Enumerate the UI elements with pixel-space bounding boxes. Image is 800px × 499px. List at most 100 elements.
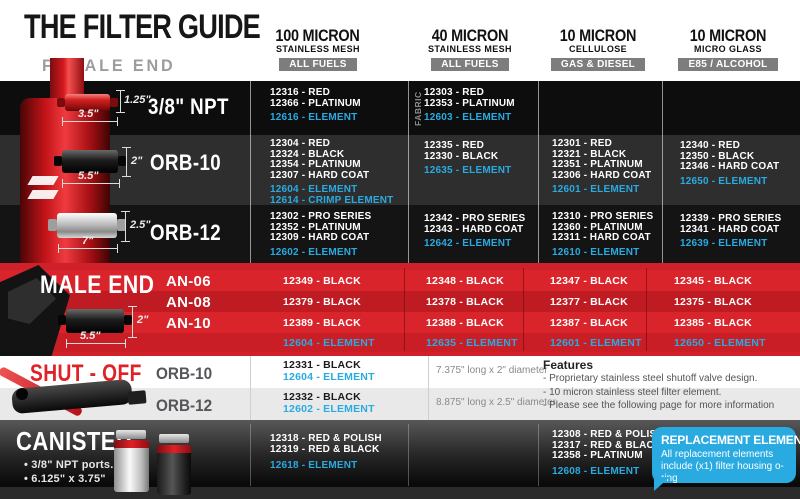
part-numbers: 12308 - RED & POLISH 12317 - RED & BLACK… [552,429,664,461]
element-numbers: 12608 - ELEMENT [552,465,640,477]
column-header-10-micron-microglass: 10 MICRON MICRO GLASS E85 / ALCOHOL [660,26,796,72]
part-number: 12375 - BLACK [674,296,752,308]
cell-orb12-40micron: 12342 - PRO SERIES 12343 - HARD COAT 126… [424,213,534,250]
element-numbers: 12604 - ELEMENT 12614 - CRIMP ELEMENT [270,184,394,206]
dim-height-label: 1.25" [124,94,151,106]
part-number: 12378 - BLACK [426,296,504,308]
part-number: 12385 - BLACK [674,317,752,329]
element-numbers: 12618 - ELEMENT [270,460,358,471]
fuel-badge: ALL FUELS [279,58,357,71]
part-numbers: 12304 - RED 12324 - BLACK 12354 - PLATIN… [270,138,370,181]
element-numbers: 12635 - ELEMENT [424,165,512,176]
part-number: 12388 - BLACK [426,317,504,329]
column-header-10-micron-cellulose: 10 MICRON CELLULOSE GAS & DIESEL [533,26,663,72]
column-divider [662,81,663,263]
fabric-note: FABRIC [413,91,423,126]
element-numbers: 12650 - ELEMENT [680,175,768,187]
column-title: 10 MICRON [559,26,637,45]
column-divider [428,356,429,420]
row-label-an06: AN-06 [166,273,211,290]
part-number: 12332 - BLACK [283,391,361,403]
column-header-40-micron: 40 MICRON STAINLESS MESH ALL FUELS [405,26,535,72]
row-orb10 [0,135,800,205]
fuel-badge: GAS & DIESEL [550,58,646,71]
column-divider [538,424,539,486]
column-title: 40 MICRON [431,26,509,45]
row-label-an10: AN-10 [166,315,211,332]
callout-body: All replacement elements include (x1) fi… [661,449,784,484]
row-label-orb12: ORB-12 [150,220,222,245]
part-number: 12377 - BLACK [550,296,628,308]
row-npt [0,81,800,135]
shutoff-row-label-orb12: ORB-12 [156,396,213,415]
element-number: 12604 - ELEMENT [283,337,375,349]
part-number: 12389 - BLACK [283,317,361,329]
cell-orb10-40micron: 12335 - RED 12330 - BLACK 12635 - ELEMEN… [424,140,534,177]
column-divider [538,81,539,263]
cell-npt-40micron: 12303 - RED 12353 - PLATINUM 12603 - ELE… [424,87,534,124]
part-numbers: 12340 - RED 12350 - BLACK 12346 - HARD C… [680,140,780,172]
cell-orb12-cellulose: 12310 - PRO SERIES 12360 - PLATINUM 1231… [552,211,672,258]
column-title: 10 MICRON [689,26,767,45]
cell-orb10-100micron: 12304 - RED 12324 - BLACK 12354 - PLATIN… [270,138,405,206]
column-divider [646,268,647,351]
element-numbers: 12610 - ELEMENT [552,246,640,258]
part-number: 12379 - BLACK [283,296,361,308]
male-end-band [0,263,800,356]
element-number: 12601 - ELEMENT [550,337,642,349]
column-title: 100 MICRON [275,26,361,45]
canister-label: CANISTER [16,426,133,456]
cell-canister-100micron: 12318 - RED & POLISH 12319 - RED & BLACK… [270,433,410,472]
part-numbers: 12339 - PRO SERIES 12341 - HARD COAT [680,213,782,235]
column-divider [250,424,251,486]
element-numbers: 12602 - ELEMENT [270,246,358,258]
features-title: Features [543,358,594,372]
element-numbers: 12603 - ELEMENT [424,112,512,123]
part-numbers: 12318 - RED & POLISH 12319 - RED & BLACK [270,433,382,455]
dim-length-label: 7" [82,235,94,247]
element-numbers: 12601 - ELEMENT [552,184,640,195]
element-number: 12650 - ELEMENT [674,337,766,349]
dim-height-label: 2.5" [130,219,151,231]
bottom-bar [0,487,800,499]
element-number: 12604 - ELEMENT [283,371,375,383]
column-subtitle: MICRO GLASS [694,44,762,54]
part-numbers: 12302 - PRO SERIES 12352 - PLATINUM 1230… [270,211,372,243]
column-divider [250,81,251,263]
column-divider [408,424,409,486]
size-note-orb12: 8.875" long x 2.5" diameter [436,397,556,408]
column-divider [250,356,251,420]
element-numbers: 12639 - ELEMENT [680,238,768,249]
part-numbers: 12316 - RED 12366 - PLATINUM [270,87,361,109]
shutoff-label: SHUT - OFF [30,360,142,387]
dim-length-label: 5.5" [80,330,101,342]
column-divider [408,81,409,263]
column-header-100-micron: 100 MICRON STAINLESS MESH ALL FUELS [253,26,383,72]
row-label-orb10: ORB-10 [150,150,222,175]
part-numbers: 12310 - PRO SERIES 12360 - PLATINUM 1231… [552,211,654,243]
element-number: 12602 - ELEMENT [283,403,375,415]
part-numbers: 12301 - RED 12321 - BLACK 12351 - PLATIN… [552,138,652,181]
element-number: 12635 - ELEMENT [426,337,518,349]
cell-orb10-microglass: 12340 - RED 12350 - BLACK 12346 - HARD C… [680,140,795,187]
page-title: THE FILTER GUIDE [24,8,261,46]
fuel-badge: ALL FUELS [431,58,509,71]
part-number: 12349 - BLACK [283,275,361,287]
cell-orb10-cellulose: 12301 - RED 12321 - BLACK 12351 - PLATIN… [552,138,672,196]
male-end-label: MALE END [40,271,155,299]
fuel-badge: E85 / ALCOHOL [678,58,778,71]
cell-orb12-microglass: 12339 - PRO SERIES 12341 - HARD COAT 126… [680,213,795,250]
element-numbers: 12616 - ELEMENT [270,112,358,123]
column-divider [523,268,524,351]
part-numbers: 12342 - PRO SERIES 12343 - HARD COAT [424,213,526,235]
row-label-an08: AN-08 [166,294,211,311]
dim-length-label: 5.5" [78,170,99,182]
column-subtitle: STAINLESS MESH [276,44,360,54]
shutoff-row-orb10 [0,356,800,388]
part-numbers: 12303 - RED 12353 - PLATINUM [424,87,515,109]
column-divider [404,268,405,351]
cell-canister-cellulose: 12308 - RED & POLISH 12317 - RED & BLACK… [552,429,672,477]
part-number: 12348 - BLACK [426,275,504,287]
